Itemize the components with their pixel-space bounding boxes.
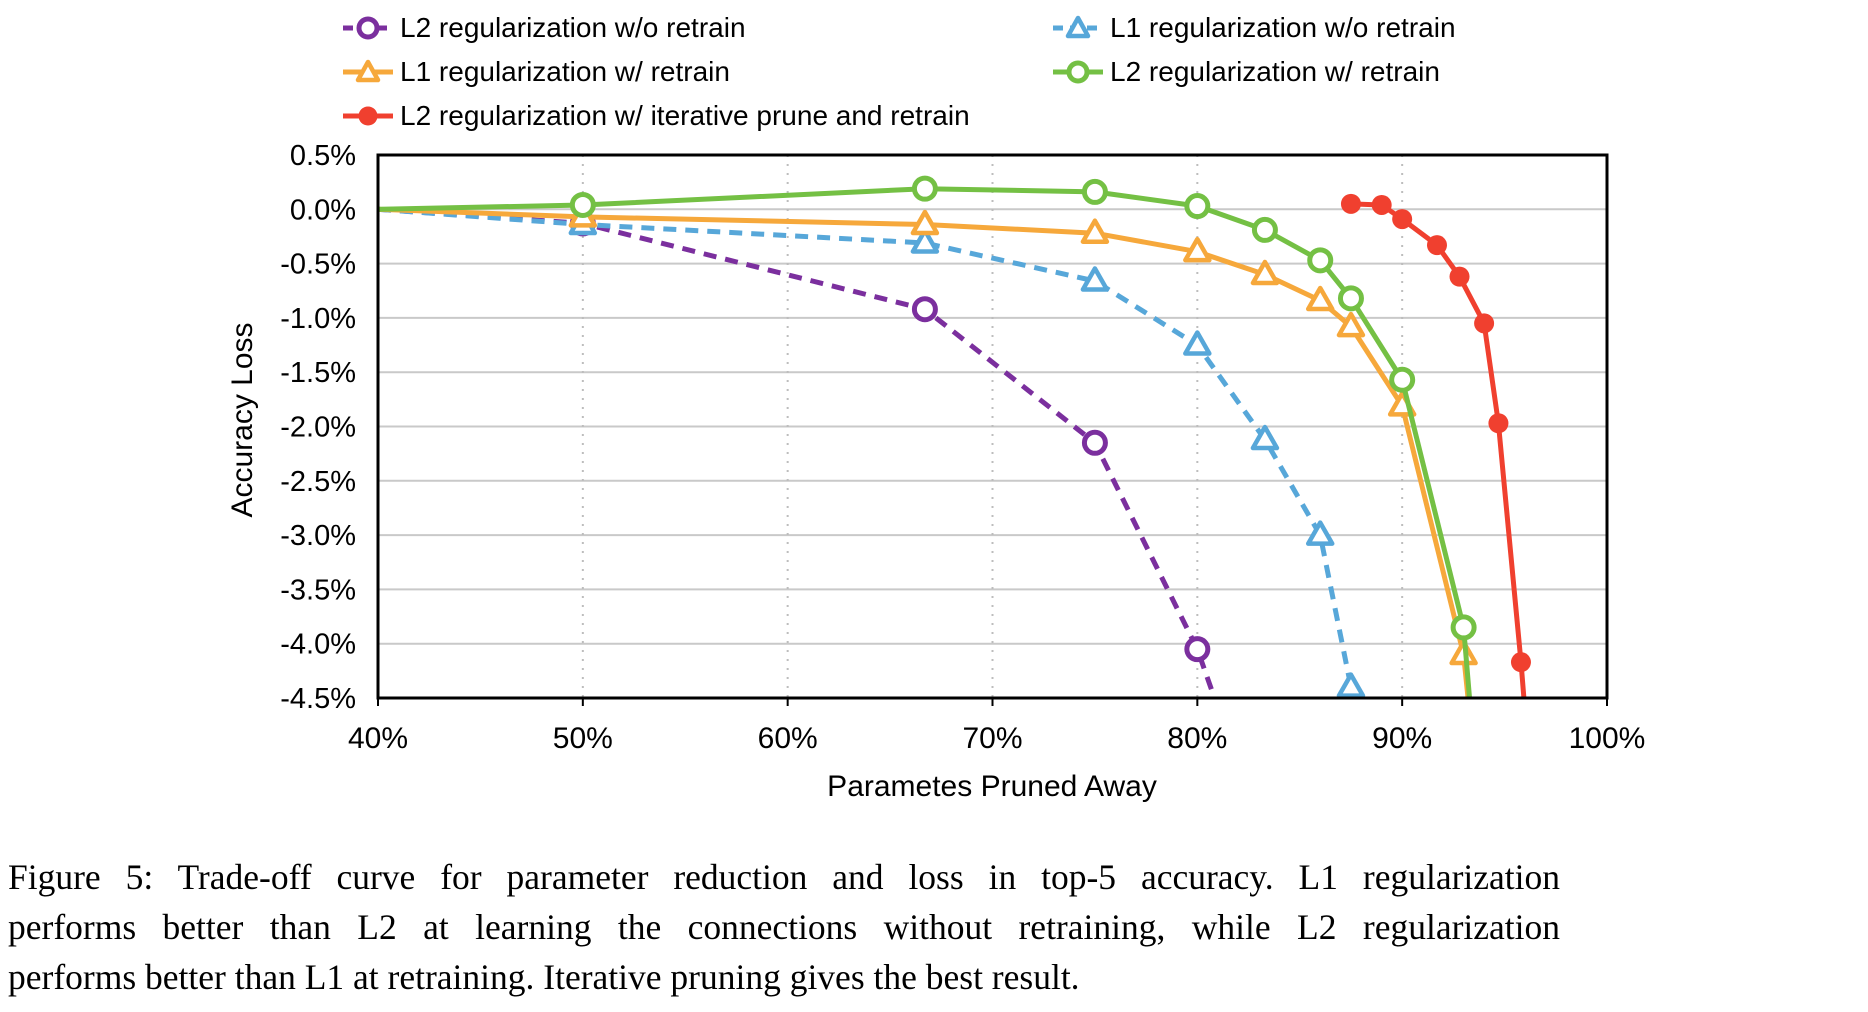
marker-open-triangle-1: [910, 209, 940, 236]
marker-open-triangle-1: [1080, 218, 1110, 244]
y-tick-label: -4.5%: [280, 683, 356, 715]
marker-open-circle-4: [1251, 216, 1278, 243]
figure-caption: Figure 5: Trade-off curve for parameter …: [8, 852, 1560, 1002]
x-tick-label: 60%: [758, 722, 818, 755]
marker-open-circle-0: [911, 296, 938, 323]
series-line-0: [377, 206, 1218, 699]
marker-open-triangle-3: [910, 228, 940, 254]
caption-line-1: Figure 5: Trade-off curve for parameter …: [8, 857, 1560, 897]
y-tick-label: 0.5%: [290, 140, 356, 172]
x-axis-title: Parametes Pruned Away: [827, 770, 1157, 803]
marker-open-circle-4: [1389, 366, 1416, 393]
y-axis-title: Accuracy Loss: [226, 322, 259, 518]
marker-open-circle-4: [1184, 193, 1211, 220]
marker-filled-circle-2: [1474, 313, 1495, 334]
x-tick-label: 80%: [1167, 722, 1227, 755]
y-tick-label: 0.0%: [290, 194, 356, 226]
caption-line-3: performs better than L1 at retraining. I…: [8, 957, 1080, 997]
x-tick-label: 50%: [553, 722, 613, 755]
marker-open-circle-4: [911, 175, 938, 202]
marker-filled-circle-2: [1392, 209, 1413, 230]
series-line-1: [377, 206, 1471, 699]
open-circle-legend-icon: [343, 16, 393, 40]
legend-item: L1 regularization w/o retrain: [1052, 8, 1456, 48]
legend-item: L2 regularization w/o retrain: [342, 8, 746, 48]
y-tick-label: -2.0%: [280, 412, 356, 444]
legend-marker: [355, 59, 381, 83]
marker-open-triangle-3: [1183, 330, 1212, 356]
y-tick-label: -1.0%: [280, 303, 356, 335]
chart-plot: 40% 50% 60% 70% 80% 90% 100% 0.5% 0.0% -0.5% -1.0%…: [280, 140, 1646, 755]
legend-marker: [356, 16, 380, 40]
y-tick-label: -3.5%: [280, 574, 356, 606]
legend-item: L2 regularization w/ iterative prune and…: [342, 96, 970, 136]
marker-open-triangle-1: [1250, 259, 1280, 286]
legend-label: L1 regularization w/o retrain: [1110, 12, 1456, 43]
marker-filled-circle-2: [1371, 194, 1392, 215]
y-tick-label: -4.0%: [280, 629, 356, 661]
y-tick-label: -3.0%: [280, 520, 356, 552]
legend-label: L2 regularization w/ retrain: [1110, 56, 1440, 87]
marker-filled-circle-2: [1340, 193, 1361, 214]
legend-marker: [1066, 60, 1090, 84]
marker-open-circle-4: [1307, 247, 1334, 274]
caption-line-2: performs better than L2 at learning the …: [8, 907, 1560, 947]
y-tick-label: -2.5%: [280, 466, 356, 498]
marker-open-triangle-3: [1250, 424, 1280, 451]
marker-open-triangle-3: [1305, 520, 1335, 546]
series-layer: [377, 175, 1531, 699]
x-tick-label: 90%: [1372, 722, 1432, 755]
y-tick-label: -0.5%: [280, 249, 356, 281]
legend-item: L2 regularization w/ retrain: [1052, 52, 1440, 92]
open-triangle-legend-icon: [1053, 15, 1103, 39]
marker-filled-circle-2: [1488, 413, 1509, 434]
marker-filled-circle-2: [1510, 652, 1531, 673]
x-tick-label: 100%: [1569, 722, 1646, 755]
marker-open-triangle-1: [1183, 236, 1212, 263]
legend-label: L2 regularization w/o retrain: [400, 12, 746, 43]
marker-filled-circle-2: [1426, 235, 1447, 256]
marker-open-circle-4: [1337, 285, 1364, 312]
y-tick-label: -1.5%: [280, 357, 356, 389]
marker-open-circle-4: [1450, 614, 1477, 641]
open-triangle-legend-icon: [343, 59, 393, 83]
plot-border: [376, 153, 1609, 700]
marker-open-circle-0: [1184, 636, 1211, 663]
marker-filled-circle-2: [1449, 266, 1470, 287]
marker-open-triangle-1: [1336, 311, 1366, 338]
legend-marker: [1065, 15, 1091, 39]
legend-item: L1 regularization w/ retrain: [342, 52, 730, 92]
marker-open-circle-4: [1081, 178, 1108, 205]
filled-circle-legend-icon: [343, 106, 393, 126]
marker-open-circle-0: [1081, 429, 1108, 456]
legend-label: L1 regularization w/ retrain: [400, 56, 730, 87]
series-line-2: [1350, 201, 1527, 699]
x-tick-label: 70%: [962, 722, 1022, 755]
marker-open-triangle-3: [1336, 672, 1366, 698]
legend-marker: [358, 106, 378, 126]
open-circle-legend-icon: [1053, 60, 1103, 84]
x-tick-label: 40%: [348, 722, 408, 755]
legend-label: L2 regularization w/ iterative prune and…: [400, 100, 970, 131]
marker-open-triangle-3: [1080, 266, 1110, 292]
marker-open-triangle-1: [1305, 285, 1335, 312]
marker-open-circle-4: [569, 191, 596, 218]
